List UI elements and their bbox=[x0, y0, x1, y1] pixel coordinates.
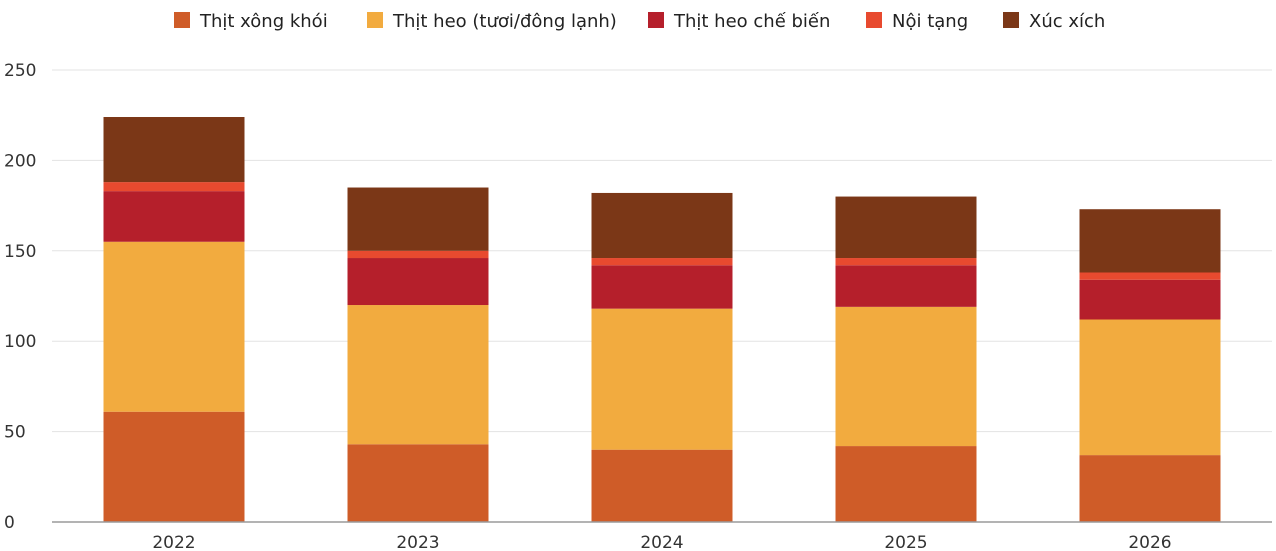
bar-segment bbox=[1079, 279, 1221, 320]
legend-label: Nội tạng bbox=[892, 11, 968, 32]
bar-segment bbox=[835, 265, 977, 307]
bar-segment bbox=[1079, 209, 1221, 273]
y-tick-label: 150 bbox=[4, 242, 36, 262]
legend-swatch bbox=[1003, 12, 1019, 28]
y-tick-label: 100 bbox=[4, 332, 36, 352]
bar-segment bbox=[103, 182, 245, 192]
legend-label: Thịt heo (tươi/đông lạnh) bbox=[392, 11, 617, 32]
bar-segment bbox=[835, 446, 977, 522]
bar-segment bbox=[347, 444, 489, 522]
bar-segment bbox=[591, 192, 733, 259]
bar-segment bbox=[591, 265, 733, 309]
legend-item: Thịt heo chế biến bbox=[648, 11, 830, 32]
x-tick-label: 2022 bbox=[152, 533, 195, 551]
bar-segment bbox=[1079, 319, 1221, 456]
x-tick-label: 2024 bbox=[640, 533, 683, 551]
y-tick-label: 50 bbox=[4, 423, 26, 443]
legend-item: Thịt heo (tươi/đông lạnh) bbox=[367, 11, 617, 32]
legend-item: Thịt xông khói bbox=[174, 11, 328, 32]
bar-segment bbox=[835, 196, 977, 259]
bar-segment bbox=[1079, 272, 1221, 280]
legend-label: Thịt heo chế biến bbox=[673, 11, 830, 32]
bar-segment bbox=[103, 411, 245, 522]
legend-swatch bbox=[367, 12, 383, 28]
legend-swatch bbox=[648, 12, 664, 28]
legend: Thịt xông khói Thịt heo (tươi/đông lạnh) T… bbox=[174, 11, 1105, 32]
bar-segment bbox=[591, 449, 733, 522]
bar-segment bbox=[347, 187, 489, 251]
y-tick-label: 0 bbox=[4, 513, 15, 533]
x-tick-label: 2023 bbox=[396, 533, 439, 551]
bar-segment bbox=[347, 305, 489, 445]
x-axis-ticks: 2022 2023 2024 2025 2026 bbox=[152, 533, 1171, 551]
bar-segment bbox=[835, 306, 977, 447]
x-tick-label: 2025 bbox=[884, 533, 927, 551]
legend-item: Xúc xích bbox=[1003, 11, 1105, 32]
bar-segment bbox=[103, 117, 245, 183]
y-tick-label: 200 bbox=[4, 151, 36, 171]
x-tick-label: 2026 bbox=[1128, 533, 1171, 551]
legend-label: Xúc xích bbox=[1029, 11, 1105, 32]
bar-segment bbox=[591, 308, 733, 450]
bar-segment bbox=[591, 258, 733, 266]
bar-segment bbox=[103, 191, 245, 242]
bar-segment bbox=[1079, 455, 1221, 522]
bar-segment bbox=[347, 250, 489, 259]
legend-swatch bbox=[866, 12, 882, 28]
bars bbox=[103, 117, 1221, 522]
legend-swatch bbox=[174, 12, 190, 28]
y-axis-ticks: 0 50 100 150 200 250 bbox=[4, 61, 36, 533]
bar-segment bbox=[103, 241, 245, 412]
bar-segment bbox=[835, 258, 977, 266]
legend-item: Nội tạng bbox=[866, 11, 968, 32]
legend-label: Thịt xông khói bbox=[199, 11, 328, 32]
y-tick-label: 250 bbox=[4, 61, 36, 81]
bar-segment bbox=[347, 258, 489, 306]
